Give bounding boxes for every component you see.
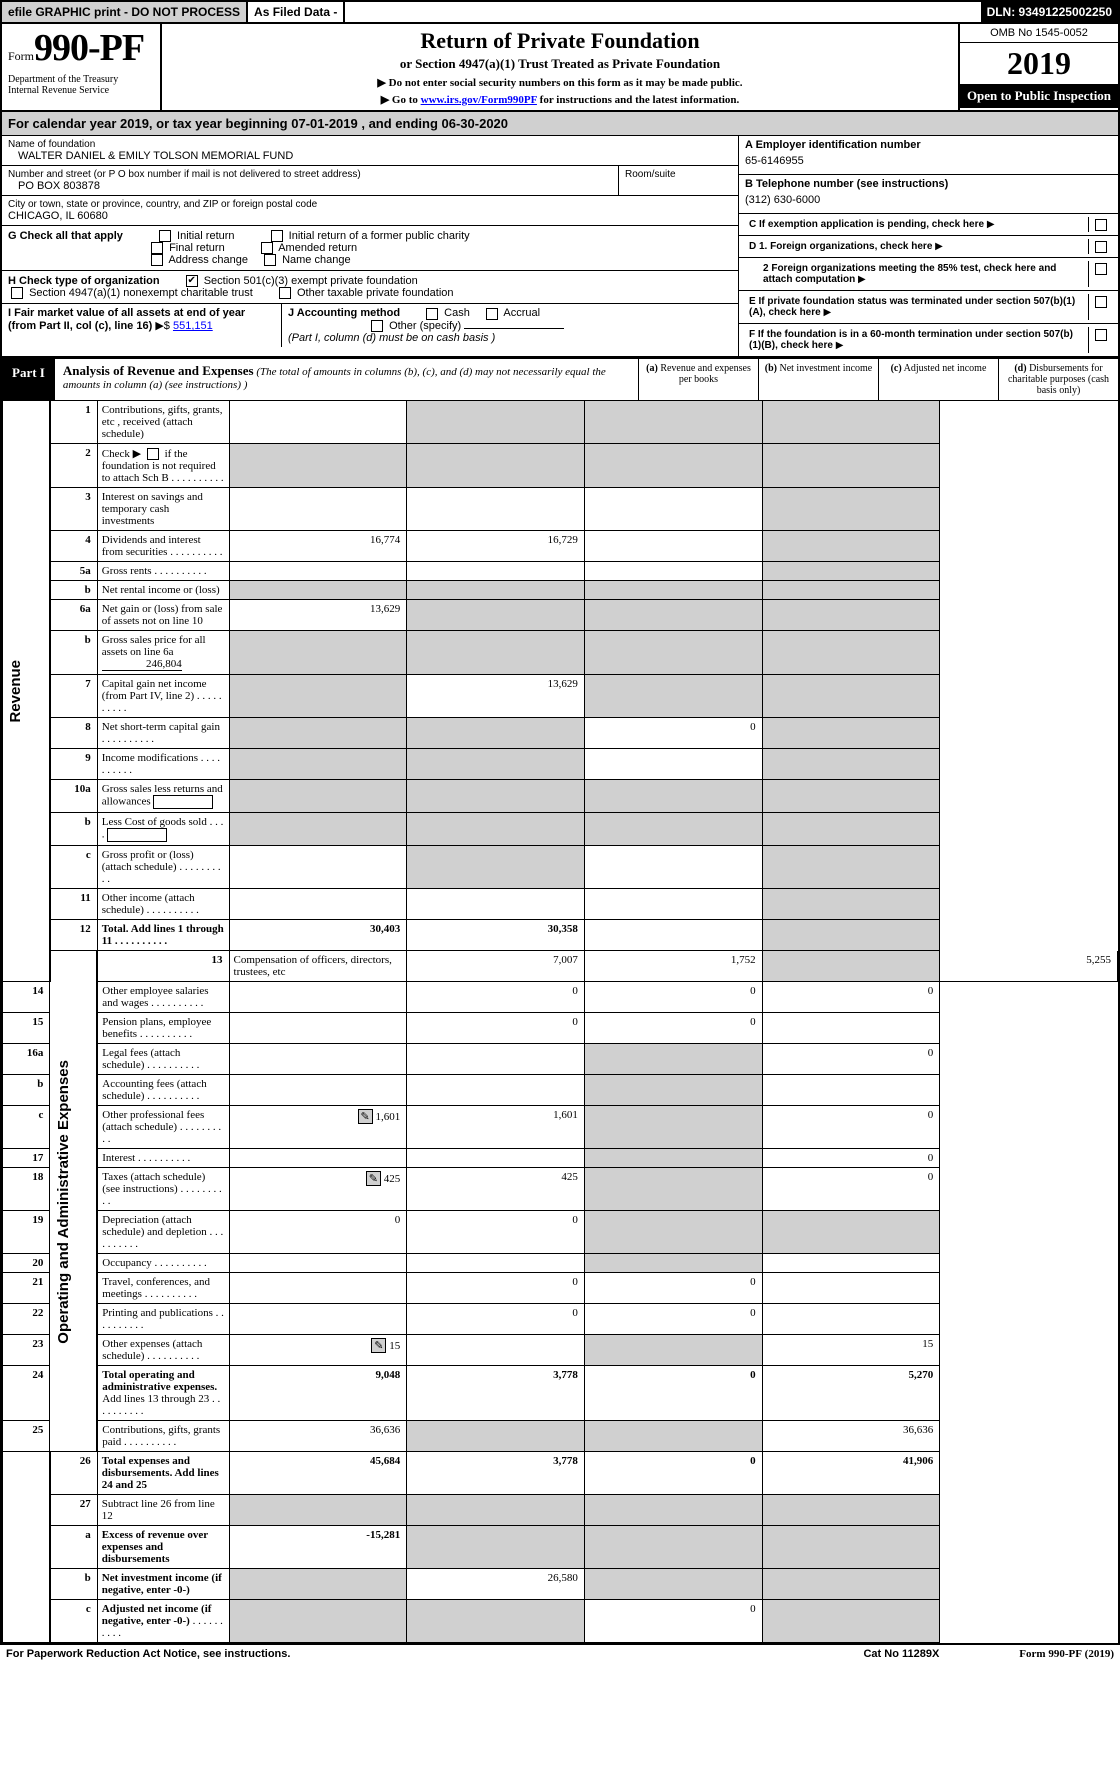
page-footer: For Paperwork Reduction Act Notice, see … xyxy=(0,1645,1120,1663)
efile-notice: efile GRAPHIC print - DO NOT PROCESS xyxy=(2,2,248,22)
form-title: Return of Private Foundation xyxy=(170,28,950,54)
table-row: bGross sales price for all assets on lin… xyxy=(3,631,1118,675)
e-checkbox[interactable] xyxy=(1095,296,1107,308)
form-990pf: efile GRAPHIC print - DO NOT PROCESS As … xyxy=(0,0,1120,1645)
f-checkbox[interactable] xyxy=(1095,329,1107,341)
table-row: 3Interest on savings and temporary cash … xyxy=(3,488,1118,531)
table-row: 5aGross rents xyxy=(3,562,1118,581)
table-row: Revenue 1Contributions, gifts, grants, e… xyxy=(3,401,1118,444)
foundation-name-cell: Name of foundation WALTER DANIEL & EMILY… xyxy=(2,136,738,166)
d1-checkbox[interactable] xyxy=(1095,241,1107,253)
table-row: bNet investment income (if negative, ent… xyxy=(3,1569,1118,1600)
dln: DLN: 93491225002250 xyxy=(981,2,1118,22)
501c3-checkbox[interactable] xyxy=(186,275,198,287)
omb-number: OMB No 1545-0052 xyxy=(960,24,1118,43)
table-row: 24Total operating and administrative exp… xyxy=(3,1366,1118,1421)
address-row: Number and street (or P O box number if … xyxy=(2,166,738,196)
table-row: cAdjusted net income (if negative, enter… xyxy=(3,1600,1118,1643)
section-e: E If private foundation status was termi… xyxy=(739,291,1118,324)
form-subtitle: or Section 4947(a)(1) Trust Treated as P… xyxy=(170,56,950,72)
other-method-checkbox[interactable] xyxy=(371,320,383,332)
info-section: Name of foundation WALTER DANIEL & EMILY… xyxy=(2,136,1118,357)
room-suite-label: Room/suite xyxy=(625,169,732,180)
c-checkbox[interactable] xyxy=(1095,219,1107,231)
phone-cell: B Telephone number (see instructions) (3… xyxy=(739,175,1118,214)
other-taxable-checkbox[interactable] xyxy=(279,287,291,299)
table-row: 7Capital gain net income (from Part IV, … xyxy=(3,675,1118,718)
table-row: 21Travel, conferences, and meetings00 xyxy=(3,1273,1118,1304)
table-row: cGross profit or (loss) (attach schedule… xyxy=(3,846,1118,889)
calendar-year-row: For calendar year 2019, or tax year begi… xyxy=(2,112,1118,136)
city-cell: City or town, state or province, country… xyxy=(2,196,738,226)
table-row: 19Depreciation (attach schedule) and dep… xyxy=(3,1211,1118,1254)
section-c: C If exemption application is pending, c… xyxy=(739,214,1118,236)
table-row: 14Other employee salaries and wages000 xyxy=(3,982,1118,1013)
col-b-header: (b) Net investment income xyxy=(758,359,878,400)
top-bar: efile GRAPHIC print - DO NOT PROCESS As … xyxy=(2,2,1118,24)
section-d1: D 1. Foreign organizations, check here ▶ xyxy=(739,236,1118,258)
col-d-header: (d) Disbursements for charitable purpose… xyxy=(998,359,1118,400)
table-row: 25Contributions, gifts, grants paid36,63… xyxy=(3,1421,1118,1452)
instruction-1: ▶ Do not enter social security numbers o… xyxy=(170,76,950,89)
table-row: 16aLegal fees (attach schedule)0 xyxy=(3,1044,1118,1075)
d2-checkbox[interactable] xyxy=(1095,263,1107,275)
accrual-checkbox[interactable] xyxy=(486,308,498,320)
irs-link[interactable]: www.irs.gov/Form990PF xyxy=(421,94,537,106)
initial-former-checkbox[interactable] xyxy=(271,230,283,242)
section-i-j: I Fair market value of all assets at end… xyxy=(2,304,738,346)
part-1-header: Part I Analysis of Revenue and Expenses … xyxy=(2,357,1118,401)
table-row: 18Taxes (attach schedule) (see instructi… xyxy=(3,1168,1118,1211)
instruction-2: ▶ Go to www.irs.gov/Form990PF for instru… xyxy=(170,93,950,106)
4947-checkbox[interactable] xyxy=(11,287,23,299)
attach-icon[interactable]: ✎ xyxy=(366,1171,381,1186)
section-f: F If the foundation is in a 60-month ter… xyxy=(739,324,1118,356)
table-row: 12Total. Add lines 1 through 1130,40330,… xyxy=(3,920,1118,951)
form-number: Form990-PF xyxy=(8,26,154,70)
table-row: 20Occupancy xyxy=(3,1254,1118,1273)
table-row: 11Other income (attach schedule) xyxy=(3,889,1118,920)
address-change-checkbox[interactable] xyxy=(151,254,163,266)
part-1-table: Revenue 1Contributions, gifts, grants, e… xyxy=(2,401,1118,1643)
table-row: 22Printing and publications00 xyxy=(3,1304,1118,1335)
department: Department of the Treasury Internal Reve… xyxy=(8,74,154,96)
attach-icon[interactable]: ✎ xyxy=(371,1338,386,1353)
table-row: 4Dividends and interest from securities1… xyxy=(3,531,1118,562)
table-row: Operating and Administrative Expenses 13… xyxy=(3,951,1118,982)
table-row: bNet rental income or (loss) xyxy=(3,581,1118,600)
table-row: cOther professional fees (attach schedul… xyxy=(3,1106,1118,1149)
schb-checkbox[interactable] xyxy=(147,448,159,460)
amended-checkbox[interactable] xyxy=(261,242,273,254)
tax-year: 2019 xyxy=(960,43,1118,84)
table-row: 26Total expenses and disbursements. Add … xyxy=(3,1452,1118,1495)
col-c-header: (c) Adjusted net income xyxy=(878,359,998,400)
final-return-checkbox[interactable] xyxy=(151,242,163,254)
table-row: aExcess of revenue over expenses and dis… xyxy=(3,1526,1118,1569)
ein-cell: A Employer identification number 65-6146… xyxy=(739,136,1118,175)
table-row: 6aNet gain or (loss) from sale of assets… xyxy=(3,600,1118,631)
initial-return-checkbox[interactable] xyxy=(159,230,171,242)
form-header: Form990-PF Department of the Treasury In… xyxy=(2,24,1118,112)
name-change-checkbox[interactable] xyxy=(264,254,276,266)
table-row: 27Subtract line 26 from line 12 xyxy=(3,1495,1118,1526)
open-inspection: Open to Public Inspection xyxy=(960,84,1118,108)
section-h: H Check type of organization Section 501… xyxy=(2,271,738,304)
table-row: 17Interest0 xyxy=(3,1149,1118,1168)
attach-icon[interactable]: ✎ xyxy=(358,1109,373,1124)
table-row: 8Net short-term capital gain0 xyxy=(3,718,1118,749)
section-d2: 2 Foreign organizations meeting the 85% … xyxy=(739,258,1118,291)
table-row: bAccounting fees (attach schedule) xyxy=(3,1075,1118,1106)
table-row: bLess Cost of goods sold . . . . xyxy=(3,813,1118,846)
as-filed: As Filed Data - xyxy=(248,2,345,22)
col-a-header: (a) (a) Revenue and expenses per booksRe… xyxy=(638,359,758,400)
cash-checkbox[interactable] xyxy=(426,308,438,320)
table-row: 9Income modifications xyxy=(3,749,1118,780)
table-row: 2Check ▶ if the foundation is not requir… xyxy=(3,444,1118,488)
fmv-value: 551,151 xyxy=(173,320,213,332)
section-g: G Check all that apply Initial return In… xyxy=(2,226,738,271)
table-row: 15Pension plans, employee benefits00 xyxy=(3,1013,1118,1044)
table-row: 23Other expenses (attach schedule)✎ 1515 xyxy=(3,1335,1118,1366)
table-row: 10aGross sales less returns and allowanc… xyxy=(3,780,1118,813)
